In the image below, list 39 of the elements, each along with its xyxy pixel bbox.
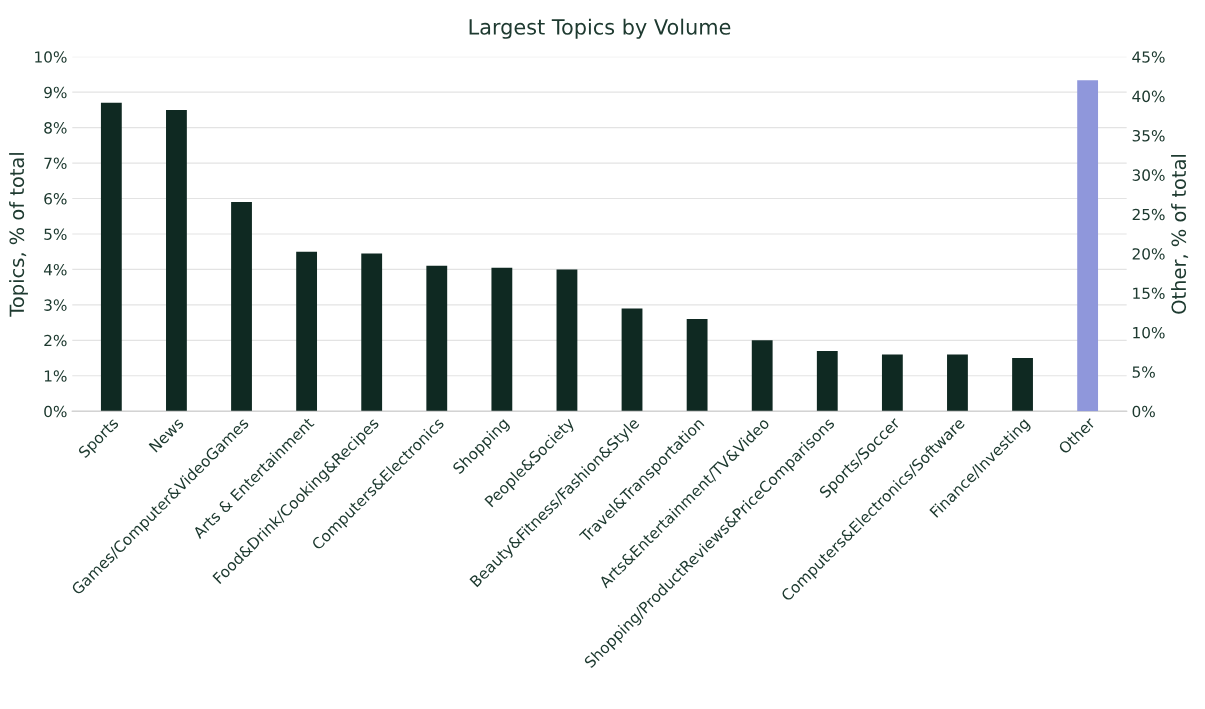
- y-tick-label: 10%: [35, 51, 67, 63]
- bar: [1012, 358, 1033, 412]
- y2-tick-label: 5%: [1132, 366, 1155, 378]
- y-tick-label: 1%: [44, 370, 67, 382]
- y-tick-label: 2%: [44, 334, 67, 347]
- y-tick-label: 8%: [44, 122, 67, 134]
- bar: [621, 308, 643, 412]
- y2-tick-label: 35%: [1132, 129, 1165, 142]
- y-tick-label: 5%: [44, 228, 67, 240]
- bar: [881, 354, 903, 412]
- y-tick-label: 3%: [44, 299, 67, 311]
- y-tick-label: 4%: [43, 263, 67, 276]
- y2-tick-label: 15%: [1133, 287, 1165, 300]
- bar: [426, 265, 448, 412]
- bar: [491, 267, 513, 412]
- bar: [686, 319, 708, 412]
- y-tick-label: 6%: [44, 192, 67, 205]
- y2-tick-label: 40%: [1132, 90, 1165, 103]
- y2-tick-label: 20%: [1132, 248, 1165, 260]
- bar: [947, 354, 968, 412]
- y2-tick-label: 0%: [1132, 405, 1155, 418]
- chart-title: Largest Topics by Volume: [469, 18, 731, 39]
- bar: [296, 251, 318, 412]
- y2-tick-label: 10%: [1133, 326, 1165, 339]
- bar: [231, 202, 252, 412]
- y-tick-label: 7%: [44, 157, 67, 170]
- y-tick-label: 9%: [44, 86, 67, 99]
- bar: [816, 350, 838, 412]
- y-tick-label: 0%: [44, 405, 67, 418]
- bar: [100, 102, 122, 412]
- bar: [166, 109, 187, 412]
- y2-tick-label: 45%: [1132, 51, 1165, 63]
- y-axis-title: Topics, % of total: [9, 153, 28, 317]
- bar: [556, 269, 578, 412]
- y2-axis-title: Other, % of total: [1171, 154, 1189, 314]
- bar: [361, 253, 383, 412]
- y2-tick-label: 30%: [1132, 169, 1165, 181]
- y2-tick-label: 25%: [1132, 208, 1165, 221]
- bar: [751, 340, 773, 412]
